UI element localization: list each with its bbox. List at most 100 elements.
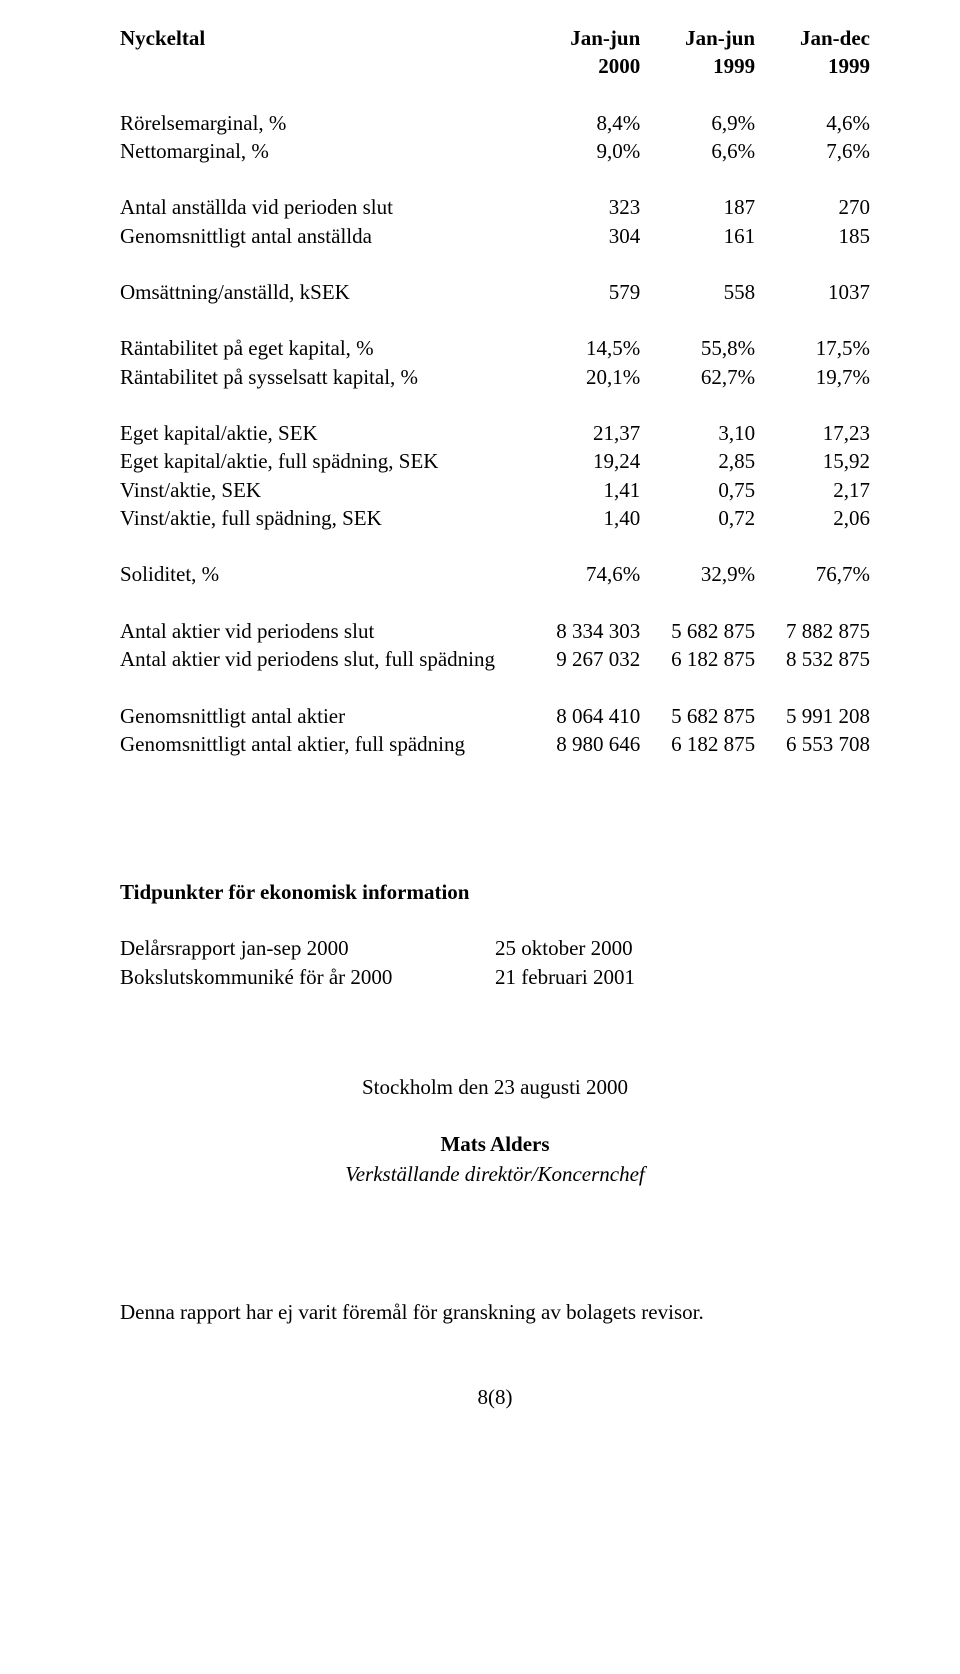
row-label: Vinst/aktie, full spädning, SEK [120,504,525,532]
table-blank-row [120,674,870,702]
row-value: 9 267 032 [525,645,640,673]
signature-place-date: Stockholm den 23 augusti 2000 [120,1072,870,1102]
row-value: 1037 [755,278,870,306]
row-value: 9,0% [525,137,640,165]
row-value: 19,24 [525,447,640,475]
col-subheader-2: 1999 [640,52,755,80]
col-header-1: Jan-jun [525,24,640,52]
table-blank-row [120,250,870,278]
row-value: 5 682 875 [640,617,755,645]
row-value: 4,6% [755,109,870,137]
table-row: Antal aktier vid periodens slut8 334 303… [120,617,870,645]
row-value: 5 991 208 [755,702,870,730]
row-label: Antal aktier vid periodens slut [120,617,525,645]
row-value: 1,40 [525,504,640,532]
row-value: 8,4% [525,109,640,137]
table-row: Soliditet, %74,6%32,9%76,7% [120,560,870,588]
table-subheader-row: 2000 1999 1999 [120,52,870,80]
row-value: 0,72 [640,504,755,532]
table-title: Nyckeltal [120,24,525,52]
row-label: Soliditet, % [120,560,525,588]
row-value: 32,9% [640,560,755,588]
row-value: 8 334 303 [525,617,640,645]
row-value: 76,7% [755,560,870,588]
row-value: 161 [640,222,755,250]
row-value: 2,85 [640,447,755,475]
row-value: 17,5% [755,334,870,362]
table-blank-row [120,306,870,334]
table-body: Rörelsemarginal, %8,4%6,9%4,6%Nettomargi… [120,109,870,759]
table-row: Omsättning/anställd, kSEK5795581037 [120,278,870,306]
table-row: Genomsnittligt antal anställda304161185 [120,222,870,250]
row-label: Nettomarginal, % [120,137,525,165]
signature-block: Stockholm den 23 augusti 2000 Mats Alder… [120,1072,870,1189]
row-value: 8 532 875 [755,645,870,673]
info-value: 21 februari 2001 [495,963,870,992]
table-row: Genomsnittligt antal aktier, full spädni… [120,730,870,758]
table-row: Vinst/aktie, full spädning, SEK1,400,722… [120,504,870,532]
row-value: 19,7% [755,363,870,391]
row-value: 187 [640,193,755,221]
row-value: 6 182 875 [640,730,755,758]
info-label: Bokslutskommuniké för år 2000 [120,963,495,992]
table-row: Eget kapital/aktie, full spädning, SEK19… [120,447,870,475]
row-value: 0,75 [640,476,755,504]
table-blank-row [120,391,870,419]
row-value: 323 [525,193,640,221]
row-value: 579 [525,278,640,306]
table-row: Nettomarginal, %9,0%6,6%7,6% [120,137,870,165]
signature-role: Verkställande direktör/Koncernchef [120,1159,870,1189]
row-label: Genomsnittligt antal aktier [120,702,525,730]
row-label: Genomsnittligt antal anställda [120,222,525,250]
table-row: Räntabilitet på eget kapital, %14,5%55,8… [120,334,870,362]
row-value: 7,6% [755,137,870,165]
row-value: 8 980 646 [525,730,640,758]
row-value: 304 [525,222,640,250]
info-row: Delårsrapport jan-sep 2000 25 oktober 20… [120,934,870,963]
table-blank-row [120,532,870,560]
row-value: 6 553 708 [755,730,870,758]
row-value: 8 064 410 [525,702,640,730]
row-label: Räntabilitet på eget kapital, % [120,334,525,362]
row-value: 15,92 [755,447,870,475]
row-value: 55,8% [640,334,755,362]
col-subheader-1: 2000 [525,52,640,80]
info-section: Tidpunkter för ekonomisk information Del… [120,878,870,992]
table-header-row: Nyckeltal Jan-jun Jan-jun Jan-dec [120,24,870,52]
row-value: 62,7% [640,363,755,391]
row-value: 558 [640,278,755,306]
col-header-2: Jan-jun [640,24,755,52]
row-label: Genomsnittligt antal aktier, full spädni… [120,730,525,758]
footnote: Denna rapport har ej varit föremål för g… [120,1300,870,1325]
row-value: 6,6% [640,137,755,165]
row-label: Räntabilitet på sysselsatt kapital, % [120,363,525,391]
row-label: Vinst/aktie, SEK [120,476,525,504]
row-label: Omsättning/anställd, kSEK [120,278,525,306]
row-value: 5 682 875 [640,702,755,730]
col-header-3: Jan-dec [755,24,870,52]
row-label: Eget kapital/aktie, full spädning, SEK [120,447,525,475]
col-subheader-3: 1999 [755,52,870,80]
table-blank-row [120,589,870,617]
row-value: 3,10 [640,419,755,447]
table-row: Räntabilitet på sysselsatt kapital, %20,… [120,363,870,391]
row-value: 20,1% [525,363,640,391]
table-row: Rörelsemarginal, %8,4%6,9%4,6% [120,109,870,137]
document-page: Nyckeltal Jan-jun Jan-jun Jan-dec 2000 1… [0,0,960,1450]
row-value: 17,23 [755,419,870,447]
row-value: 1,41 [525,476,640,504]
row-value: 7 882 875 [755,617,870,645]
table-row: Eget kapital/aktie, SEK21,373,1017,23 [120,419,870,447]
table-row: Antal aktier vid periodens slut, full sp… [120,645,870,673]
page-number: 8(8) [120,1385,870,1410]
row-value: 74,6% [525,560,640,588]
row-value: 2,06 [755,504,870,532]
row-value: 14,5% [525,334,640,362]
row-label: Eget kapital/aktie, SEK [120,419,525,447]
row-value: 270 [755,193,870,221]
info-title: Tidpunkter för ekonomisk information [120,878,870,907]
row-label: Antal aktier vid periodens slut, full sp… [120,645,525,673]
row-value: 2,17 [755,476,870,504]
row-value: 21,37 [525,419,640,447]
key-metrics-table: Nyckeltal Jan-jun Jan-jun Jan-dec 2000 1… [120,24,870,758]
